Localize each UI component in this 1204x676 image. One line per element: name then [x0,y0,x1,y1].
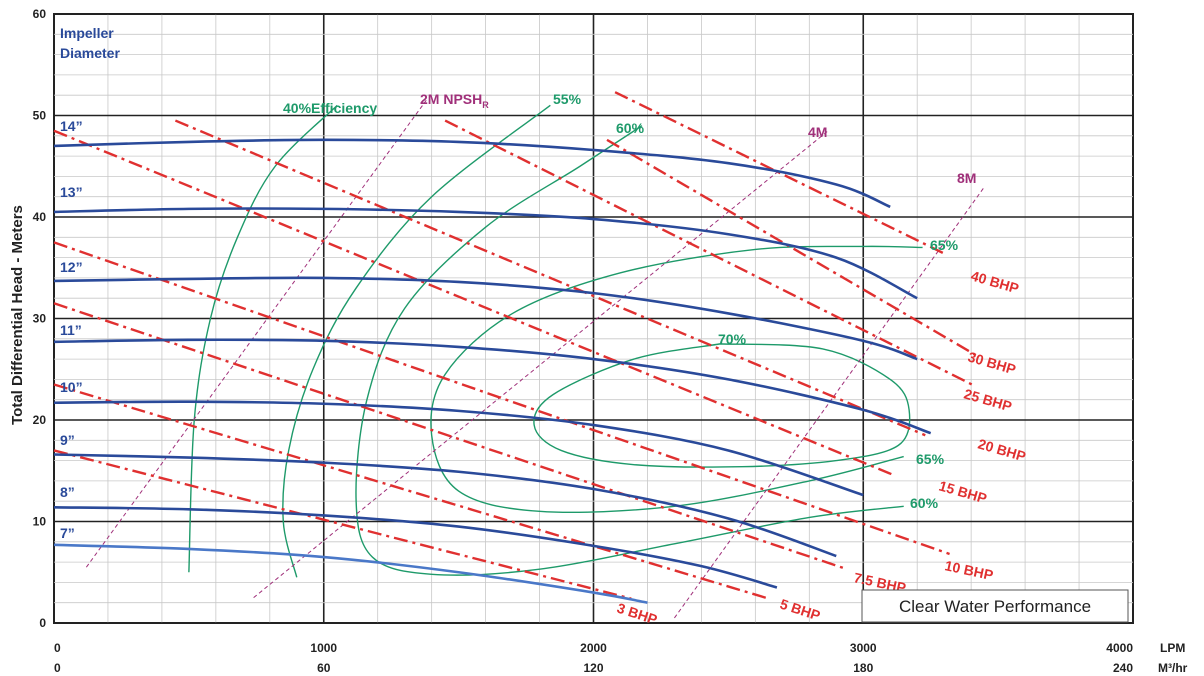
impeller-label: 10” [60,379,83,395]
efficiency-label: 40%Efficiency [283,100,377,116]
bhp-line [174,119,926,437]
impeller-curve [53,338,932,435]
x-unit-label: LPM [1160,641,1185,655]
bhp-line [53,302,848,571]
efficiency-label: 60% [616,120,645,136]
bhp-label: 30 BHP [966,349,1018,378]
efficiency-label: 65% [930,237,959,253]
bhp-label: 15 BHP [937,478,989,507]
bhp-line [53,383,770,600]
impeller-curve [53,543,648,604]
bhp-label: 40 BHP [969,268,1021,297]
impeller-label: 9” [60,432,75,448]
y-tick-label: 40 [33,210,47,224]
npsh-line [85,99,427,568]
impeller-label: 7” [60,525,75,541]
efficiency-label: 55% [553,91,582,107]
impeller-label: 13” [60,184,83,200]
bhp-line [444,119,975,387]
y-tick-label: 20 [33,413,47,427]
x2-tick-label: 0 [54,661,61,675]
bhp-label: 5 BHP [778,596,822,624]
note-box: Clear Water Performance [861,589,1129,623]
x-tick-label: 2000 [580,641,607,655]
bhp-line [53,449,632,600]
npsh-label: 4M [808,124,827,140]
y-tick-label: 50 [33,109,47,123]
efficiency-label: 60% [910,495,939,511]
x2-tick-label: 60 [317,661,331,675]
npsh-label: 2M NPSHR [420,91,489,110]
bhp-label: 25 BHP [962,386,1014,415]
x2-tick-label: 120 [583,661,603,675]
y-tick-label: 60 [33,7,47,21]
x-tick-label: 3000 [850,641,877,655]
bhp-line [606,138,980,359]
efficiency-curve [355,125,904,576]
note-text: Clear Water Performance [899,597,1091,616]
efficiency-label: 70% [718,331,747,347]
impeller-curve [53,276,918,361]
impeller-label: 14” [60,118,83,134]
impeller-label: 11” [60,322,82,338]
impeller-title-line2: Diameter [60,45,120,61]
bhp-label: 20 BHP [976,436,1028,465]
x-tick-label: 1000 [310,641,337,655]
impeller-curve [53,138,891,209]
bhp-line [53,241,950,556]
npsh-label: 8M [957,170,976,186]
x2-tick-label: 240 [1113,661,1133,675]
npsh-line [253,130,829,599]
x2-unit-label: M³/hr [1158,661,1188,675]
bhp-line [53,129,897,477]
impeller-curve [53,505,778,589]
efficiency-label: 65% [916,451,945,467]
impeller-label: 12” [60,259,83,275]
impeller-label: 8” [60,484,75,500]
efficiency-curve [533,343,911,468]
y-tick-label: 10 [33,515,47,529]
axis-ticks: 0 10 20 30 40 50 60 0 1000 2000 3000 4000 0 60 120 180 2… [33,7,1134,675]
y-axis-label: Total Differential Head - Meters [9,205,26,425]
npsh-line [674,186,986,619]
grid [53,13,1134,624]
curves [53,91,986,619]
y-tick-label: 0 [39,616,46,630]
x-tick-label: 0 [54,641,61,655]
impeller-curve [53,207,918,300]
y-tick-label: 30 [33,312,47,326]
impeller-curve [53,400,864,497]
x2-tick-label: 180 [853,661,873,675]
bhp-label: 10 BHP [943,557,994,583]
impeller-curve [53,453,837,558]
npsh-subscript: R [482,100,489,110]
impeller-title-line1: Impeller [60,25,114,41]
x-tick-label: 4000 [1106,641,1133,655]
